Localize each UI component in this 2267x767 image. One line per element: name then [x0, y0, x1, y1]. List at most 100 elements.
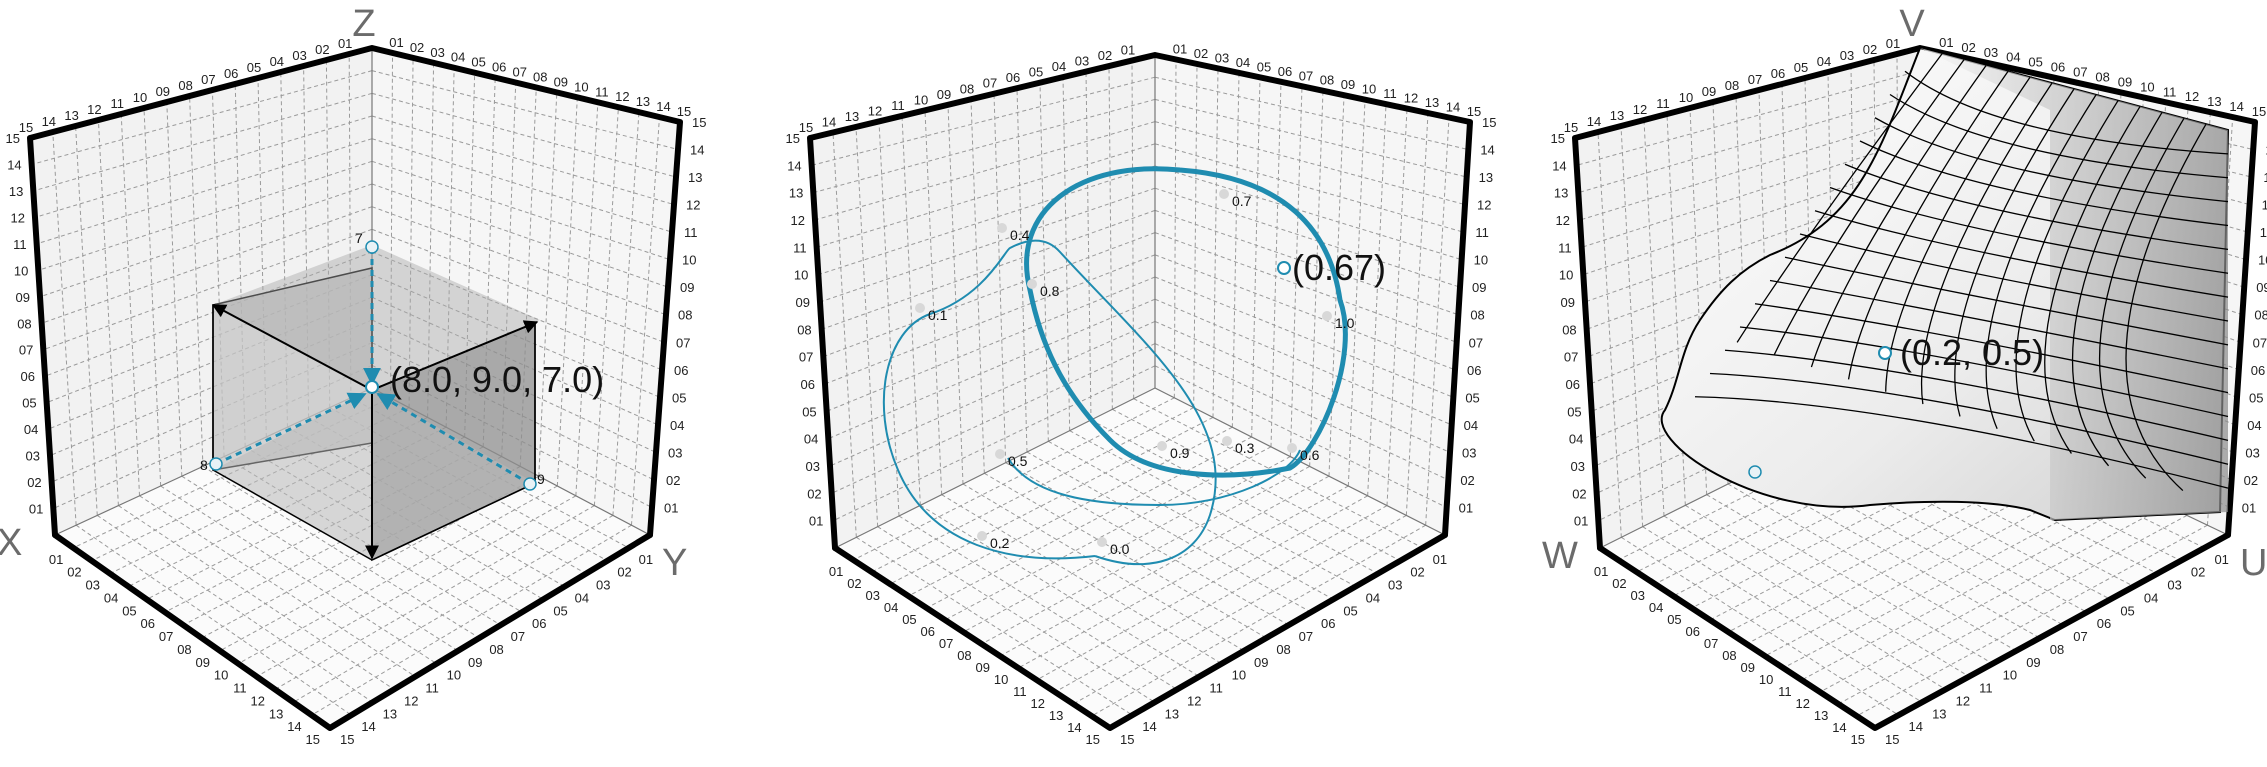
- grid-line: [824, 254, 1156, 385]
- tick-label-right: 01: [1459, 500, 1473, 515]
- grid-line: [1597, 131, 1622, 538]
- grid-line: [31, 70, 373, 165]
- tick-label-left: 07: [19, 343, 33, 358]
- grid-line: [832, 132, 857, 538]
- tick-label-top-right: 06: [492, 60, 506, 75]
- tick-label-top-left: 06: [1006, 70, 1020, 85]
- tick-label-right: 05: [672, 390, 686, 405]
- grid-line: [1804, 77, 1814, 442]
- tick-label-top-right: 08: [1320, 73, 1334, 88]
- grid-line: [1579, 115, 1921, 221]
- tick-label-front-right: 06: [532, 616, 546, 631]
- tick-label-top-left: 14: [42, 114, 56, 129]
- surface-mesh-line: [1985, 94, 2097, 430]
- grid-line: [630, 117, 660, 526]
- tick-label-top-right: 10: [574, 79, 588, 94]
- inner-edge: [834, 387, 1156, 549]
- tick-label-front-left: 14: [1067, 720, 1081, 735]
- tick-label-right: 09: [1472, 280, 1486, 295]
- grid-line: [274, 505, 595, 690]
- grid-line: [36, 138, 373, 245]
- grid-line: [34, 115, 373, 218]
- tick-label-right: 10: [2258, 253, 2267, 268]
- tick-label-top-right: 08: [533, 69, 547, 84]
- tick-label-top-right: 14: [656, 99, 670, 114]
- axis-name-y: Y: [662, 542, 687, 584]
- curve-point-label: (0.67): [1292, 247, 1386, 288]
- grid-line: [853, 397, 1175, 561]
- grid-line: [575, 102, 599, 496]
- grid-line: [1016, 88, 1028, 453]
- grid-line: [390, 52, 394, 398]
- tick-label-right: 08: [678, 308, 692, 323]
- tick-label-front-left: 13: [1049, 708, 1063, 723]
- tick-label-right: 03: [1462, 445, 1476, 460]
- grid-line: [371, 183, 669, 288]
- param-label: 0.7: [1232, 193, 1252, 209]
- tick-label-right: 09: [680, 280, 694, 295]
- grid-line: [501, 82, 517, 457]
- param-marker: [1027, 279, 1037, 289]
- tick-label-top-left: 08: [1725, 78, 1739, 93]
- tick-label-left: 06: [801, 377, 815, 392]
- tick-label-top-left: 04: [1052, 59, 1066, 74]
- tick-label-top-left: 12: [868, 103, 882, 118]
- tick-label-front-left: 04: [884, 600, 898, 615]
- tick-label-top-right: 09: [2118, 74, 2132, 89]
- grid-line: [898, 515, 1178, 690]
- tick-label-right: 15: [692, 115, 706, 130]
- tick-label-right: 01: [664, 500, 678, 515]
- tick-label-front-right: 07: [2073, 629, 2087, 644]
- surface-mesh-line: [1773, 59, 1965, 355]
- tick-label-front-right: 03: [1388, 578, 1402, 593]
- tick-label-front-right: 01: [1433, 552, 1447, 567]
- tick-label-right: 04: [670, 418, 684, 433]
- tick-label-front-right: 08: [489, 642, 503, 657]
- surface-mesh-line: [1889, 93, 2229, 179]
- grid-line: [219, 475, 540, 652]
- curve-thin-segment: [882, 239, 1217, 565]
- grid-line: [1154, 209, 1459, 316]
- surface-mesh-line: [1724, 349, 2229, 442]
- projection-x-label: 8: [200, 457, 208, 473]
- grid-line: [97, 119, 119, 506]
- grid-line: [889, 416, 1214, 585]
- grid-line: [1062, 77, 1071, 431]
- grid-line: [1212, 68, 1219, 418]
- tick-label-front-right: 02: [1410, 565, 1424, 580]
- tick-label-top-right: 05: [471, 55, 485, 70]
- tick-label-front-right: 10: [1232, 668, 1246, 683]
- grid-line: [1073, 514, 1407, 705]
- surface-mesh-line: [1736, 53, 1943, 343]
- tick-label-top-right: 12: [1404, 91, 1418, 106]
- cube-bottom-left-edge: [212, 469, 373, 561]
- tick-label-front-left: 05: [902, 612, 916, 627]
- grid-line: [371, 92, 677, 178]
- tick-labels: 01 01 01 01 01 01 02 02 02 02 02 02 03 03 03 03 03 03 04 04…: [1551, 35, 2267, 747]
- grid-line: [877, 526, 1155, 703]
- grid-line: [811, 76, 1156, 166]
- grid-line: [1085, 71, 1092, 421]
- grid-line: [941, 494, 1222, 665]
- tick-label-front-left: 02: [1612, 576, 1626, 591]
- param-label: 0.5: [1008, 453, 1028, 469]
- tick-label-top-left: 13: [1610, 108, 1624, 123]
- axis-name-z: Z: [352, 3, 375, 45]
- grid-line: [981, 465, 1310, 645]
- point-label: (8.0, 9.0, 7.0): [390, 359, 604, 400]
- tick-label-top-left: 01: [1886, 36, 1900, 51]
- tick-label-left: 07: [799, 350, 813, 365]
- grid-line: [1054, 505, 1388, 693]
- tick-label-right: 12: [686, 198, 700, 213]
- tick-label-right: 11: [1475, 225, 1489, 240]
- tick-label-front-right: 15: [340, 732, 354, 747]
- tick-label-top-left: 03: [292, 48, 306, 63]
- tick-label-top-left: 11: [1656, 96, 1670, 111]
- tick-label-left: 02: [1572, 486, 1586, 501]
- tick-label-front-left: 04: [104, 590, 118, 605]
- grid-line: [1706, 494, 1993, 665]
- grid-line: [1090, 419, 1379, 575]
- grid-line: [1131, 60, 1135, 399]
- tick-label-front-right: 02: [2191, 565, 2205, 580]
- tick-label-right: 03: [668, 445, 682, 460]
